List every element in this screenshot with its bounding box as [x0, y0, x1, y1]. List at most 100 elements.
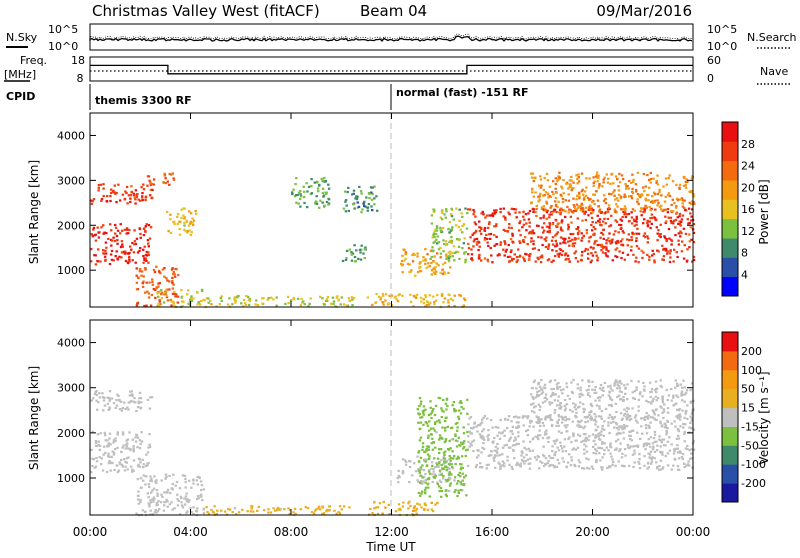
range-gate-cell: [580, 425, 583, 428]
range-gate-cell: [657, 202, 660, 205]
range-gate-cell: [109, 253, 113, 256]
range-gate-cell: [397, 481, 400, 484]
range-gate-cell: [615, 379, 618, 382]
range-gate-cell: [288, 512, 291, 515]
range-gate-cell: [541, 243, 544, 247]
range-gate-cell: [564, 419, 567, 422]
range-gate-cell: [371, 193, 374, 196]
range-gate-cell: [175, 295, 178, 298]
range-gate-cell: [562, 192, 565, 195]
range-gate-cell: [116, 258, 120, 261]
range-gate-cell: [482, 428, 485, 431]
range-gate-cell: [501, 464, 504, 467]
range-gate-cell: [151, 278, 154, 281]
range-gate-cell: [536, 436, 539, 439]
range-gate-cell: [571, 420, 574, 423]
range-gate-cell: [313, 181, 316, 184]
range-gate-cell: [422, 411, 425, 414]
range-gate-cell: [433, 303, 436, 306]
beam-label: Beam 04: [360, 2, 427, 20]
range-gate-cell: [685, 260, 689, 263]
range-gate-cell: [447, 463, 451, 466]
range-gate-cell: [512, 208, 516, 211]
range-gate-cell: [158, 270, 161, 273]
range-gate-cell: [457, 245, 461, 248]
range-gate-cell: [272, 298, 275, 301]
range-gate-cell: [537, 258, 540, 261]
range-gate-cell: [557, 414, 560, 417]
range-gate-cell: [428, 265, 432, 268]
range-gate-cell: [92, 397, 95, 400]
x-tick-label: 16:00: [475, 525, 510, 539]
range-gate-cell: [418, 471, 421, 474]
range-gate-cell: [672, 464, 675, 467]
range-gate-cell: [598, 218, 602, 221]
range-gate-cell: [606, 385, 610, 388]
range-gate-cell: [488, 221, 491, 224]
range-gate-cell: [649, 217, 652, 220]
range-gate-cell: [443, 441, 447, 444]
range-gate-cell: [481, 430, 484, 433]
range-gate-cell: [681, 240, 684, 243]
range-gate-cell: [415, 512, 418, 515]
range-gate-cell: [541, 421, 544, 425]
range-gate-cell: [678, 450, 682, 453]
range-gate-cell: [425, 448, 428, 451]
range-gate-cell: [665, 388, 668, 392]
colorbar-swatch: [722, 426, 738, 446]
range-gate-cell: [609, 397, 612, 401]
range-gate-cell: [551, 450, 554, 453]
range-gate-cell: [460, 401, 463, 405]
range-gate-cell: [580, 232, 583, 235]
range-gate-cell: [440, 490, 444, 493]
range-gate-cell: [110, 455, 113, 458]
range-gate-cell: [666, 411, 670, 414]
range-gate-cell: [641, 432, 644, 435]
range-gate-cell: [456, 429, 459, 432]
range-gate-cell: [567, 193, 570, 196]
range-gate-cell: [147, 253, 150, 257]
range-gate-cell: [572, 187, 575, 190]
range-gate-cell: [449, 447, 452, 450]
range-gate-cell: [540, 387, 543, 390]
range-gate-cell: [427, 262, 430, 265]
range-gate-cell: [607, 250, 610, 253]
range-gate-cell: [572, 378, 575, 382]
range-gate-cell: [438, 448, 441, 451]
range-gate-cell: [593, 193, 596, 196]
range-gate-cell: [599, 415, 603, 418]
range-gate-cell: [137, 276, 140, 279]
range-gate-cell: [106, 402, 110, 405]
range-gate-cell: [549, 463, 552, 467]
range-gate-cell: [639, 196, 642, 199]
range-gate-cell: [436, 252, 439, 255]
range-gate-cell: [293, 195, 297, 198]
range-gate-cell: [404, 257, 407, 260]
range-gate-cell: [626, 244, 629, 247]
range-gate-cell: [691, 200, 694, 203]
range-gate-cell: [194, 509, 198, 512]
range-gate-cell: [462, 407, 465, 410]
range-gate-cell: [139, 236, 142, 239]
range-gate-cell: [424, 258, 427, 261]
cpid-segment-1: themis 3300 RF: [95, 94, 192, 107]
range-gate-cell: [670, 243, 673, 246]
range-gate-cell: [649, 381, 652, 384]
range-gate-cell: [425, 304, 428, 307]
range-gate-cell: [504, 242, 507, 246]
range-gate-cell: [556, 231, 559, 234]
range-gate-cell: [544, 457, 548, 460]
range-gate-cell: [686, 180, 689, 183]
range-gate-cell: [181, 474, 185, 477]
range-gate-cell: [220, 299, 223, 302]
range-gate-cell: [149, 226, 153, 229]
range-gate-cell: [537, 195, 540, 198]
range-gate-cell: [398, 507, 402, 510]
range-gate-cell: [594, 175, 598, 178]
range-gate-cell: [145, 281, 148, 284]
range-gate-cell: [138, 439, 142, 442]
range-gate-cell: [115, 234, 119, 238]
range-gate-cell: [307, 305, 310, 308]
range-gate-cell: [537, 383, 540, 386]
range-gate-cell: [307, 185, 311, 188]
